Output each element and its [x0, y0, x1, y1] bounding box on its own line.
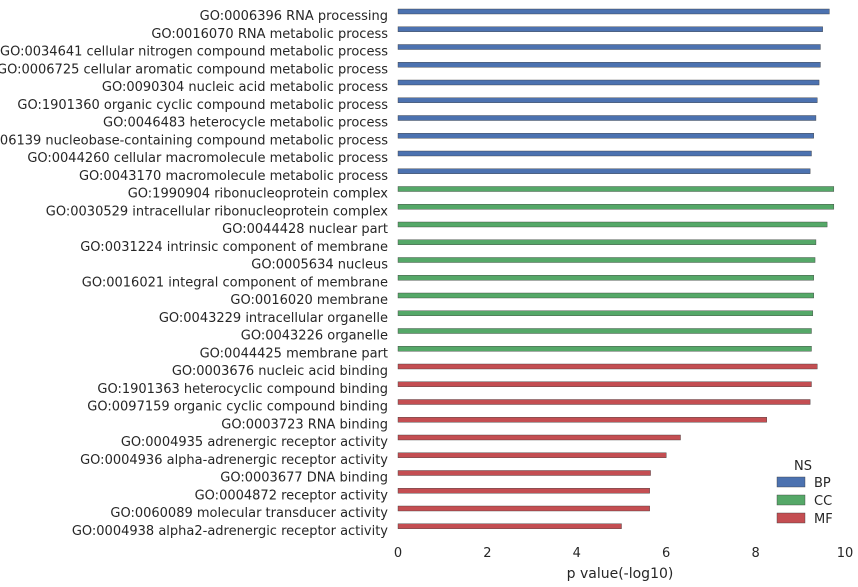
- x-tick-label: 2: [483, 546, 491, 561]
- y-tick-label: GO:0034641 cellular nitrogen compound me…: [0, 45, 388, 60]
- y-tick-label: GO:0043170 macromolecule metabolic proce…: [79, 169, 388, 184]
- bar-cc: [397, 257, 816, 263]
- bar-mf: [397, 452, 667, 458]
- x-axis: 0 2 4 6 8 10: [394, 546, 853, 561]
- x-axis-label: p value(-log10): [567, 566, 674, 582]
- y-tick-label: GO:0006139 nucleobase-containing compoun…: [0, 133, 388, 148]
- x-tick-label: 0: [394, 546, 402, 561]
- y-tick-label: GO:1990904 ribonucleoprotein complex: [128, 187, 389, 202]
- y-tick-label: GO:0003676 nucleic acid binding: [172, 364, 388, 379]
- y-tick-label: GO:0004872 receptor activity: [195, 488, 389, 503]
- y-tick-label: GO:0003677 DNA binding: [220, 471, 388, 486]
- bar-cc: [397, 186, 835, 192]
- bar-mf: [397, 505, 650, 512]
- legend-label-bp: BP: [814, 476, 831, 491]
- y-tick-label: GO:0006396 RNA processing: [200, 9, 388, 24]
- x-tick-label: 6: [662, 546, 670, 561]
- legend-swatch-mf: [776, 512, 806, 524]
- x-tick-label: 10: [837, 546, 854, 561]
- y-tick-label: GO:0044260 cellular macromolecule metabo…: [27, 151, 388, 166]
- bar-bp: [397, 97, 818, 103]
- y-tick-label: GO:0044428 nuclear part: [222, 222, 388, 237]
- legend-label-mf: MF: [814, 512, 833, 527]
- y-tick-label: GO:0097159 organic cyclic compound bindi…: [87, 400, 388, 415]
- y-tick-labels: GO:0006396 RNA processing GO:0016070 RNA …: [0, 9, 388, 539]
- y-tick-label: GO:0006725 cellular aromatic compound me…: [0, 62, 388, 77]
- bar-cc: [397, 204, 835, 210]
- bar-mf: [397, 399, 811, 405]
- bar-bp: [397, 62, 821, 68]
- bar-mf: [397, 417, 767, 423]
- bar-cc: [397, 328, 812, 334]
- y-tick-label: GO:1901363 heterocyclic compound binding: [97, 382, 388, 397]
- bar-mf: [397, 523, 622, 529]
- legend: NS BP CC MF: [776, 459, 833, 527]
- y-tick-label: GO:0046483 heterocycle metabolic process: [103, 116, 388, 131]
- bar-bp: [397, 133, 814, 139]
- y-tick-label: GO:0043226 organelle: [241, 329, 388, 344]
- bar-bp: [397, 115, 817, 121]
- bar-bp: [397, 79, 820, 86]
- bar-mf: [397, 488, 650, 494]
- bar-mf: [397, 363, 818, 370]
- bar-mf: [397, 381, 812, 387]
- bar-bp: [397, 168, 811, 174]
- bar-bp: [397, 44, 821, 50]
- bar-bp: [397, 8, 830, 15]
- y-tick-label: GO:0016020 membrane: [230, 293, 388, 308]
- y-tick-label: GO:0044425 membrane part: [200, 346, 388, 361]
- legend-title: NS: [794, 459, 812, 474]
- y-tick-label: GO:0016070 RNA metabolic process: [151, 27, 388, 42]
- y-tick-label: GO:1901360 organic cyclic compound metab…: [17, 98, 388, 113]
- bar-cc: [397, 292, 814, 299]
- bar-mf: [397, 434, 681, 441]
- bar-bp: [397, 26, 823, 32]
- y-tick-label: GO:0004936 alpha-adrenergic receptor act…: [80, 453, 388, 468]
- bar-mf: [397, 470, 651, 476]
- y-tick-label: GO:0003723 RNA binding: [221, 417, 388, 432]
- y-tick-label: GO:0043229 intracellular organelle: [159, 311, 388, 326]
- y-tick-label: GO:0004938 alpha2-adrenergic receptor ac…: [72, 524, 388, 539]
- y-tick-label: GO:0016021 integral component of membran…: [82, 275, 388, 290]
- legend-swatch-cc: [776, 494, 806, 506]
- y-tick-label: GO:0060089 molecular transducer activity: [110, 506, 388, 521]
- plot-area: [397, 8, 835, 529]
- bar-cc: [397, 346, 812, 352]
- bar-cc: [397, 310, 814, 316]
- legend-label-cc: CC: [814, 494, 832, 509]
- bar-cc: [397, 239, 817, 245]
- y-tick-label: GO:0004935 adrenergic receptor activity: [121, 435, 388, 450]
- legend-swatch-bp: [776, 476, 806, 488]
- bar-bp: [397, 150, 812, 157]
- y-tick-label: GO:0031224 intrinsic component of membra…: [80, 240, 388, 255]
- x-tick-label: 8: [751, 546, 759, 561]
- y-tick-label: GO:0030529 intracellular ribonucleoprote…: [46, 204, 389, 219]
- bar-cc: [397, 275, 814, 281]
- y-tick-label: GO:0090304 nucleic acid metabolic proces…: [102, 80, 388, 95]
- bar-cc: [397, 221, 828, 228]
- x-tick-label: 4: [573, 546, 581, 561]
- y-tick-label: GO:0005634 nucleus: [251, 258, 388, 273]
